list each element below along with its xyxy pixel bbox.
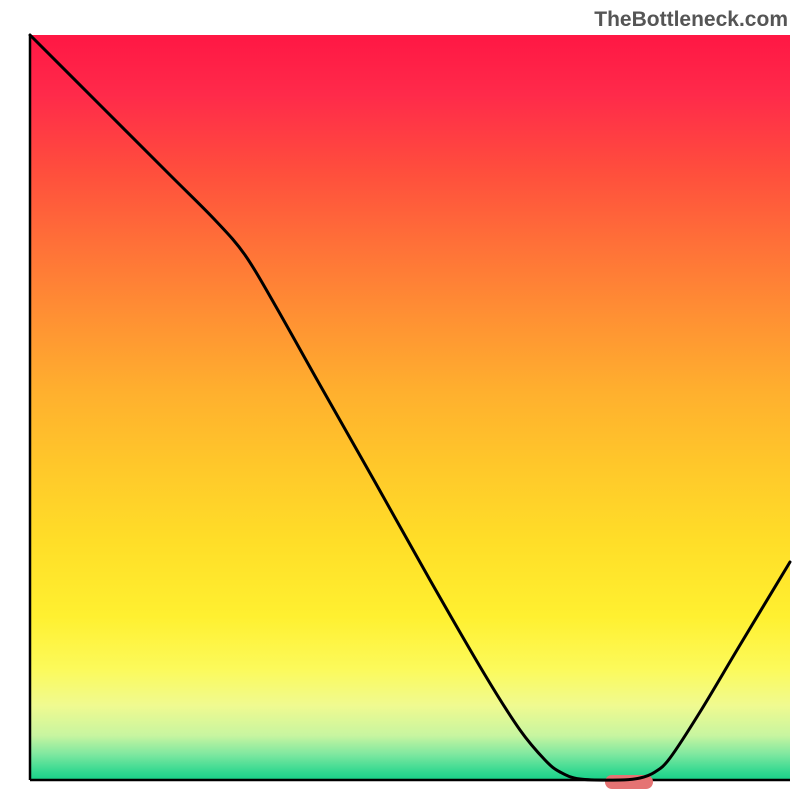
plot-background: [30, 35, 790, 780]
chart-svg: [0, 0, 800, 800]
watermark-text: TheBottleneck.com: [594, 8, 788, 32]
bottleneck-chart: TheBottleneck.com: [0, 0, 800, 800]
